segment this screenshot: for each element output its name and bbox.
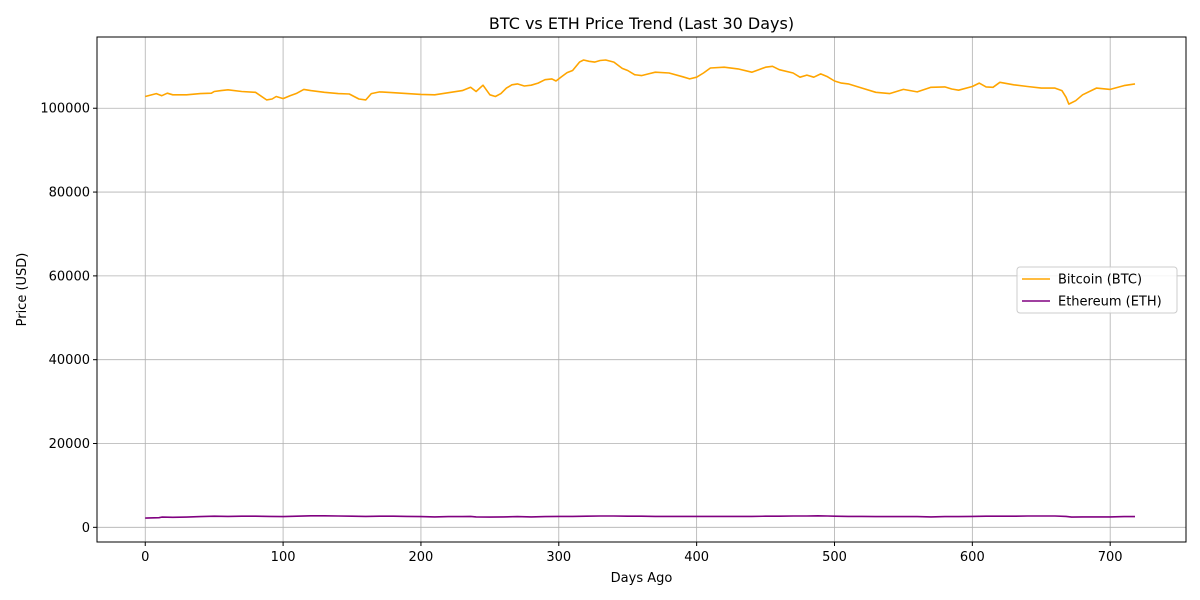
series-line-ethereum-eth: [145, 514, 1135, 519]
axis-ticks: 0 100 200 300 400 500 600 700 0 20000 40000 60000 80…: [40, 102, 1122, 565]
legend-label-bitcoin-btc: Bitcoin (BTC): [1058, 273, 1142, 288]
x-tick-label: 0: [141, 550, 149, 565]
x-tick-label: 700: [1098, 550, 1123, 565]
y-tick-label: 60000: [49, 269, 90, 284]
grid: [97, 37, 1186, 542]
x-tick-label: 200: [409, 550, 434, 565]
series-lines: [144, 59, 1136, 519]
chart-title: BTC vs ETH Price Trend (Last 30 Days): [489, 14, 794, 33]
legend-label-ethereum-eth: Ethereum (ETH): [1058, 295, 1162, 310]
y-axis-label: Price (USD): [15, 253, 30, 327]
x-tick-label: 500: [822, 550, 847, 565]
x-tick-label: 100: [271, 550, 296, 565]
x-tick-label: 400: [684, 550, 709, 565]
y-tick-label: 100000: [40, 102, 90, 117]
y-tick-label: 0: [82, 521, 90, 536]
x-tick-label: 600: [960, 550, 985, 565]
x-axis-label: Days Ago: [611, 571, 673, 586]
y-tick-label: 80000: [49, 186, 90, 201]
series-line-bitcoin-btc: [144, 59, 1136, 105]
legend: Bitcoin (BTC) Ethereum (ETH): [1016, 266, 1178, 314]
x-tick-label: 300: [546, 550, 571, 565]
y-tick-label: 40000: [49, 353, 90, 368]
y-tick-label: 20000: [49, 437, 90, 452]
legend-box: [1016, 266, 1178, 314]
plot-frame: [96, 36, 1187, 543]
